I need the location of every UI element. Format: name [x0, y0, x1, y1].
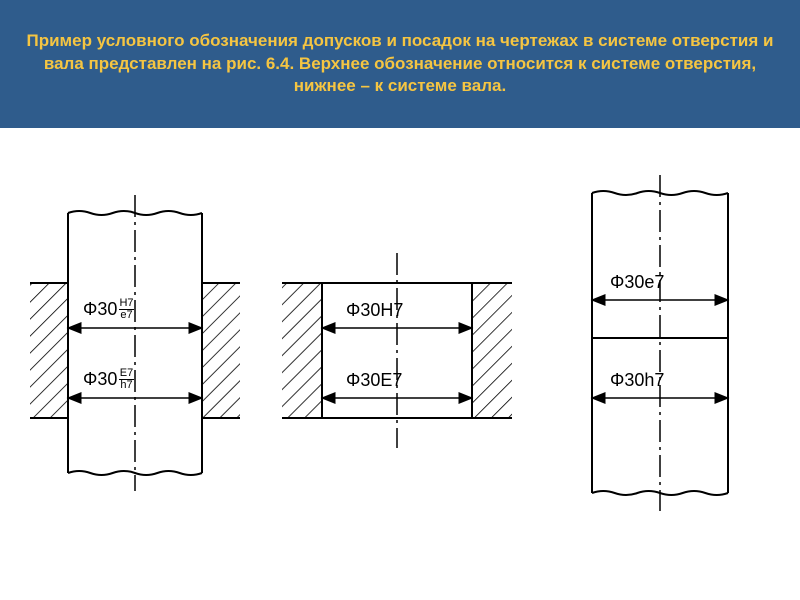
figure-area: Φ30H7e7 Φ30E7h7 Φ30H7 Φ30E7 Φ30e7 Φ30h7	[0, 128, 800, 600]
header-text: Пример условного обозначения допусков и …	[18, 30, 782, 99]
diagram-svg	[0, 128, 800, 600]
header-banner: Пример условного обозначения допусков и …	[0, 0, 800, 128]
